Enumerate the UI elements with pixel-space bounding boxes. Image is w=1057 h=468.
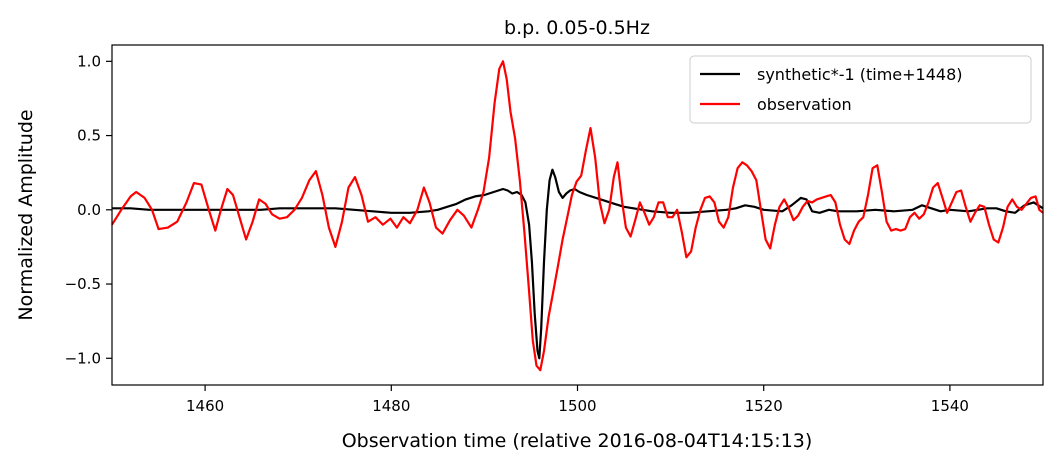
x-tick-label: 1460 — [186, 397, 224, 415]
legend-frame — [689, 55, 1032, 124]
legend-label-synthetic: synthetic*-1 (time+1448) — [757, 65, 963, 84]
y-tick-label: −0.5 — [65, 275, 101, 293]
x-axis-label: Observation time (relative 2016-08-04T14… — [342, 430, 813, 452]
x-tick-label: 1520 — [745, 397, 783, 415]
x-tick-label: 1540 — [931, 397, 969, 415]
y-tick-label: 0.0 — [77, 201, 101, 219]
legend-label-observation: observation — [757, 95, 852, 114]
series-line-observation — [111, 60, 1044, 372]
y-tick-label: −1.0 — [65, 349, 101, 367]
y-tick-label: 1.0 — [77, 52, 101, 70]
chart-title: b.p. 0.05-0.5Hz — [504, 17, 650, 39]
plot-area-frame — [111, 44, 1044, 386]
x-axis-ticks: 1460 1480 1500 1520 1540 — [186, 385, 969, 415]
y-axis-label: Normalized Amplitude — [15, 109, 37, 320]
series-line-synthetic — [112, 168, 1044, 360]
series-layer — [111, 60, 1044, 372]
y-tick-label: 0.5 — [77, 127, 101, 145]
y-axis-ticks: 1.0 0.5 0.0 −0.5 −1.0 — [65, 52, 112, 367]
legend: synthetic*-1 (time+1448) observation — [689, 55, 1032, 124]
x-tick-label: 1500 — [558, 397, 596, 415]
x-tick-label: 1480 — [372, 397, 410, 415]
